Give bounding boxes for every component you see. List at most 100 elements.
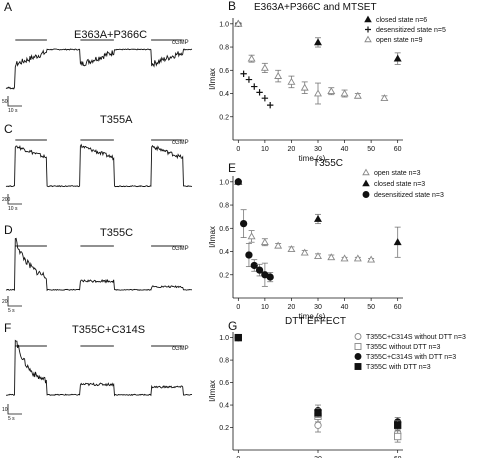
legend-label: T355C without DTT n=3 [366, 344, 440, 351]
panel-label-d: D [4, 223, 13, 237]
data-point [234, 19, 243, 27]
x-axis-label: time (s) [299, 312, 326, 321]
legend-label: open state n=9 [376, 37, 423, 44]
trace-panel-c: C T355A cGMP 200 10 s [2, 114, 193, 212]
legend-label: T355C with DTT n=3 [366, 364, 431, 371]
legend-label: desensitized state n=3 [374, 192, 444, 199]
series-2 [234, 19, 389, 105]
legend-label: T355C+C314S with DTT n=3 [366, 354, 456, 361]
trace-title: T355A [100, 114, 133, 126]
trace-panel-f: F T355C+C314S cGMP 105 s [2, 321, 193, 422]
data-point [239, 219, 248, 228]
scale-bar-x-label: 10 s [8, 108, 18, 114]
current-trace [5, 339, 193, 397]
series-1 [235, 20, 274, 109]
panel-label-f: F [4, 321, 11, 335]
data-point [314, 214, 322, 222]
data-point [353, 254, 362, 262]
data-point [393, 238, 402, 246]
series-2 [234, 178, 274, 287]
chart-panel-b: B E363A+P366C and MTSET 0 10 20 30 40 50 60 0.2 0.… [208, 0, 446, 163]
y-tick-label: 0.6 [219, 68, 229, 75]
data-point [266, 101, 274, 109]
data-point [340, 89, 349, 97]
data-point [274, 241, 283, 249]
data-point [314, 421, 322, 429]
x-tick-label: 30 [314, 456, 322, 458]
y-tick-label: 0.8 [219, 358, 229, 365]
panel-label-g: G [228, 319, 237, 333]
data-point [380, 94, 389, 102]
y-tick-label: 1.0 [219, 335, 229, 342]
legend-label: open state n=3 [374, 170, 421, 177]
x-tick-label: 30 [314, 304, 322, 311]
x-tick-label: 10 [261, 304, 269, 311]
data-point [327, 253, 336, 261]
y-tick-label: 0.6 [219, 380, 229, 387]
panel-label-b: B [228, 0, 236, 13]
legend-entry: T355C without DTT n=3 [354, 343, 440, 351]
x-axis-label: time (s) [299, 154, 326, 163]
x-tick-label: 60 [394, 146, 402, 153]
x-tick-label: 50 [367, 146, 375, 153]
y-tick-label: 0.2 [219, 425, 229, 432]
y-tick-label: 0.4 [219, 403, 229, 410]
x-tick-label: 60 [394, 304, 402, 311]
x-tick-label: 30 [314, 146, 322, 153]
y-tick-label: 1.0 [219, 21, 229, 28]
x-tick-label: 40 [341, 146, 349, 153]
chart-title: T355C [313, 158, 343, 169]
data-point [250, 261, 258, 270]
current-trace [5, 237, 193, 292]
x-tick-label: 0 [236, 304, 240, 311]
data-point [362, 179, 370, 187]
x-tick-label: 10 [261, 146, 269, 153]
data-point [364, 35, 372, 43]
data-point [367, 255, 376, 263]
scale-bar-y-label: 200 [2, 197, 11, 203]
scale-bar [7, 404, 22, 415]
data-point [261, 94, 269, 102]
legend-entry: desensitized state n=5 [365, 26, 446, 34]
x-tick-label: 40 [341, 304, 349, 311]
data-point [340, 254, 349, 262]
data-point [287, 77, 296, 85]
panel-label-c: C [4, 122, 13, 136]
data-point [362, 168, 370, 176]
current-trace [5, 48, 193, 90]
legend-label: closed state n=6 [376, 17, 427, 24]
x-tick-label: 60 [394, 456, 402, 458]
cgmp-label: cGMP [172, 346, 189, 352]
data-point [354, 333, 362, 340]
data-point [266, 273, 274, 281]
y-tick-label: 1.0 [219, 179, 229, 186]
scale-bar-y-label: 20 [2, 299, 8, 305]
data-point [260, 63, 269, 71]
data-point [247, 232, 256, 240]
y-tick-label: 0.2 [219, 114, 229, 121]
data-point [354, 363, 362, 370]
data-point [364, 15, 372, 23]
legend-entry: closed state n=3 [362, 179, 425, 188]
y-tick-label: 0.8 [219, 45, 229, 52]
y-tick-label: 0.2 [219, 272, 229, 279]
y-tick-label: 0.4 [219, 91, 229, 98]
data-point [314, 409, 322, 417]
data-point [251, 83, 258, 90]
trace-panel-d: D T355C cGMP 205 s [2, 223, 193, 314]
data-point [314, 252, 322, 260]
data-point [354, 353, 362, 360]
series-1 [234, 177, 402, 258]
data-point [365, 26, 371, 33]
panel-label-e: E [228, 161, 236, 175]
series-3 [234, 333, 402, 431]
summary-plots: B E363A+P366C and MTSET 0 10 20 30 40 50 60 0.2 0.… [208, 0, 466, 458]
legend-entry: open state n=9 [364, 35, 423, 44]
data-point [394, 432, 402, 441]
data-point [247, 54, 256, 62]
trace-title: T355C+C314S [72, 324, 145, 336]
chart-title: DTT EFFECT [285, 316, 346, 327]
legend-entry: closed state n=6 [364, 15, 427, 24]
